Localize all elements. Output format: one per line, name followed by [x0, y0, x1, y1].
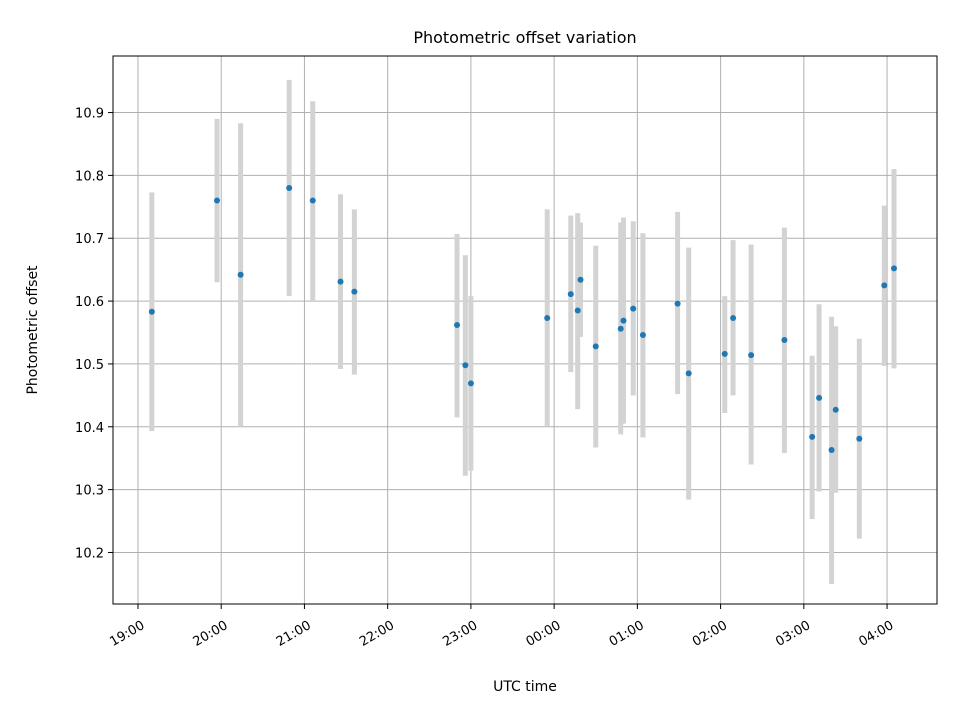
data-point: [286, 184, 293, 191]
data-point: [730, 315, 737, 322]
data-point: [674, 300, 681, 307]
y-axis-label: Photometric offset: [25, 265, 41, 395]
data-point: [781, 337, 788, 344]
x-axis-label: UTC time: [493, 679, 557, 695]
data-point: [337, 278, 344, 285]
data-point: [309, 197, 316, 204]
data-point: [148, 308, 155, 315]
data-point: [577, 276, 584, 283]
data-point: [620, 317, 627, 324]
data-point: [567, 291, 574, 298]
data-point: [351, 288, 358, 295]
y-tick-label: 10.2: [75, 546, 104, 561]
data-point: [630, 305, 637, 312]
grid-lines: [113, 56, 937, 604]
data-point: [639, 332, 646, 339]
data-point: [816, 394, 823, 401]
data-point: [832, 406, 839, 413]
data-point: [721, 350, 728, 357]
y-tick-label: 10.9: [75, 107, 104, 122]
data-point: [828, 447, 835, 454]
data-point: [809, 433, 816, 440]
data-point: [462, 362, 469, 369]
data-point: [592, 343, 599, 350]
data-point: [454, 321, 461, 328]
data-point: [748, 352, 755, 359]
data-point: [856, 435, 863, 442]
data-point: [881, 282, 888, 289]
plot-frame: [112, 55, 938, 605]
data-point: [890, 265, 897, 272]
data-point: [467, 380, 474, 387]
data-point: [237, 271, 244, 278]
data-point: [685, 370, 692, 377]
y-tick-label: 10.5: [75, 358, 104, 373]
data-point: [544, 315, 551, 322]
data-point: [214, 197, 221, 204]
chart-title: Photometric offset variation: [413, 28, 636, 47]
y-tick-label: 10.4: [75, 421, 104, 436]
data-point: [574, 307, 581, 314]
y-tick-label: 10.7: [75, 232, 104, 247]
y-axis-ticks: 10.2 10.3 10.4 10.5 10.6 10.7 10.8 10.9: [75, 107, 113, 561]
y-tick-label: 10.8: [75, 169, 104, 184]
y-tick-label: 10.3: [75, 484, 104, 499]
data-point: [617, 325, 624, 332]
data-points: [148, 184, 897, 454]
y-tick-label: 10.6: [75, 295, 104, 310]
